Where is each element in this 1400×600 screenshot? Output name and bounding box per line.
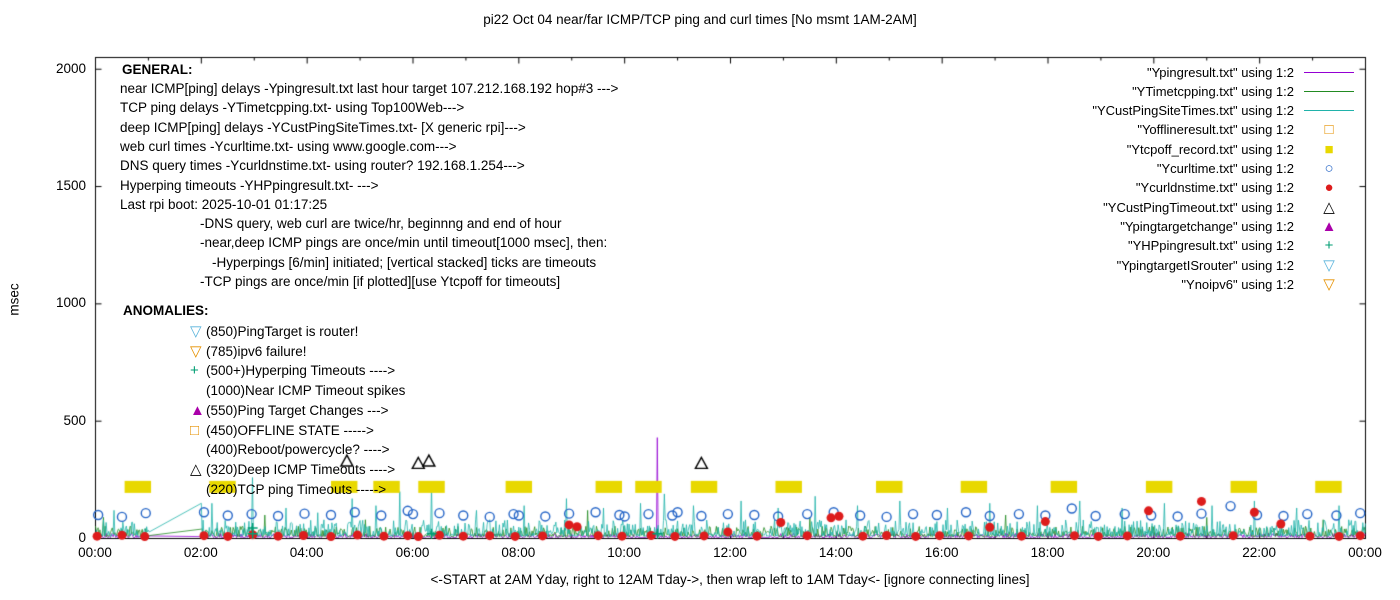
legend-entry: "Ycurltime.txt" using 1:2 ○ — [1156, 160, 1334, 177]
x-tick-label: 20:00 — [1136, 545, 1171, 560]
x-tick-label: 10:00 — [607, 545, 642, 560]
general-heading: GENERAL: — [122, 62, 193, 77]
x-tick-label: 18:00 — [1030, 545, 1065, 560]
legend-entry: "Ypingresult.txt" using 1:2 — [1147, 63, 1354, 81]
x-tick-label: 04:00 — [289, 545, 324, 560]
x-tick-label: 02:00 — [183, 545, 218, 560]
x-tick-label: 22:00 — [1242, 545, 1277, 560]
legend-entry: "Ytcpoff_record.txt" using 1:2 ■ — [1126, 140, 1334, 158]
general-line: -DNS query, web curl are twice/hr, begin… — [200, 216, 562, 232]
anomaly-line: (1000)Near ICMP Timeout spikes — [206, 383, 406, 399]
y-tick-label: 500 — [63, 412, 86, 428]
x-tick-label: 06:00 — [395, 545, 430, 560]
general-line: Last rpi boot: 2025-10-01 01:17:25 — [120, 196, 328, 212]
x-tick-label: 00:00 — [1348, 545, 1382, 560]
general-line: -Hyperpings [6/min] initiated; [vertical… — [212, 254, 597, 270]
legend-entry: "Ypingtargetchange" using 1:2 ▲ — [1120, 217, 1337, 235]
y-tick-label: 1500 — [55, 178, 86, 194]
general-line: TCP ping delays -YTimetcpping.txt- using… — [120, 100, 465, 116]
y-tick-label: 0 — [78, 530, 86, 545]
general-line: near ICMP[ping] delays -Ypingresult.txt … — [120, 81, 619, 96]
anomaly-line: (220)TCP ping Timeouts -----> — [206, 481, 387, 497]
legend-entry: "YHPpingresult.txt" using 1:2 + — [1127, 237, 1334, 255]
anomaly-line: △ (320)Deep ICMP Timeouts ----> — [190, 460, 396, 478]
x-tick-label: 16:00 — [924, 545, 959, 560]
anomaly-line: ▽ (785)ipv6 failure! — [190, 342, 307, 360]
x-tick-label: 00:00 — [78, 545, 112, 560]
legend-entry: "Yofflineresult.txt" using 1:2 □ — [1137, 121, 1334, 139]
general-line: DNS query times -Ycurldnstime.txt- using… — [120, 158, 525, 174]
anomaly-line: ▽ (850)PingTarget is router! — [190, 323, 359, 340]
anomaly-line: (400)Reboot/powercycle? ----> — [206, 442, 390, 458]
legend-entry: "YCustPingSiteTimes.txt" using 1:2 — [1092, 102, 1354, 120]
y-tick-label: 2000 — [55, 60, 86, 76]
anomaly-line: + (500+)Hyperping Timeouts ----> — [190, 362, 396, 380]
x-tick-label: 14:00 — [818, 545, 853, 560]
general-line: Hyperping timeouts -YHPpingresult.txt- -… — [120, 177, 379, 193]
legend-entry: "YTimetcpping.txt" using 1:2 — [1132, 82, 1354, 100]
general-line: web curl times -Ycurltime.txt- using www… — [120, 138, 457, 154]
x-tick-label: 12:00 — [713, 545, 747, 560]
anomalies-heading: ANOMALIES: — [123, 303, 209, 318]
legend-entry: "Ycurldnstime.txt" using 1:2 ● — [1135, 179, 1334, 197]
y-tick-label: 1000 — [55, 295, 86, 311]
general-line: deep ICMP[ping] delays -YCustPingSiteTim… — [120, 119, 526, 135]
x-tick-label: 08:00 — [501, 545, 536, 560]
legend-entry: "YCustPingTimeout.txt" using 1:2 △ — [1103, 198, 1335, 216]
chart-title: pi22 Oct 04 near/far ICMP/TCP ping and c… — [483, 12, 917, 27]
anomaly-line: ▲(550)Ping Target Changes ---> — [190, 401, 389, 419]
general-line: -TCP pings are once/min [if plotted][use… — [200, 274, 561, 289]
general-line: -near,deep ICMP pings are once/min until… — [200, 235, 608, 251]
y-axis-label: msec — [6, 283, 22, 316]
legend-entry: "YpingtargetISrouter" using 1:2 ▽ — [1116, 256, 1335, 274]
anomaly-line: □ (450)OFFLINE STATE -----> — [190, 421, 374, 439]
legend-entry: "Ynoipv6" using 1:2 ▽ — [1181, 275, 1335, 293]
x-axis-label: <-START at 2AM Yday, right to 12AM Tday-… — [430, 572, 1030, 587]
